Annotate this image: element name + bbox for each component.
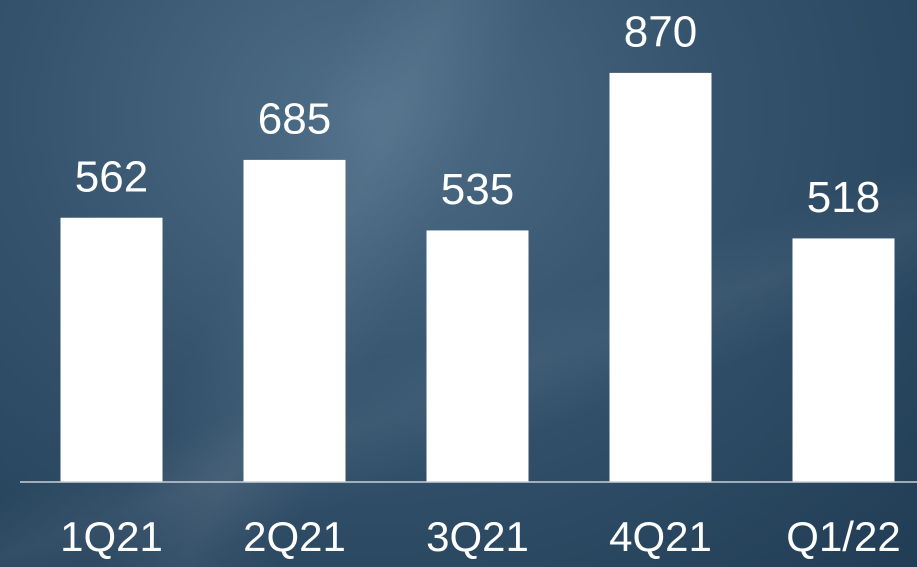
x-tick-label: 4Q21 (609, 513, 712, 560)
x-tick-label: 1Q21 (60, 513, 163, 560)
bar (609, 72, 712, 482)
bar (60, 217, 163, 482)
bar (426, 230, 529, 482)
value-label: 562 (75, 152, 148, 201)
value-label: 685 (258, 95, 331, 144)
x-tick-label: Q1/22 (786, 513, 900, 560)
value-label: 870 (624, 8, 697, 57)
x-tick-label: 2Q21 (243, 513, 346, 560)
value-label: 535 (441, 165, 514, 214)
x-tick-label: 3Q21 (426, 513, 529, 560)
value-label: 518 (807, 173, 880, 222)
bar (792, 238, 895, 482)
bar (243, 159, 346, 482)
